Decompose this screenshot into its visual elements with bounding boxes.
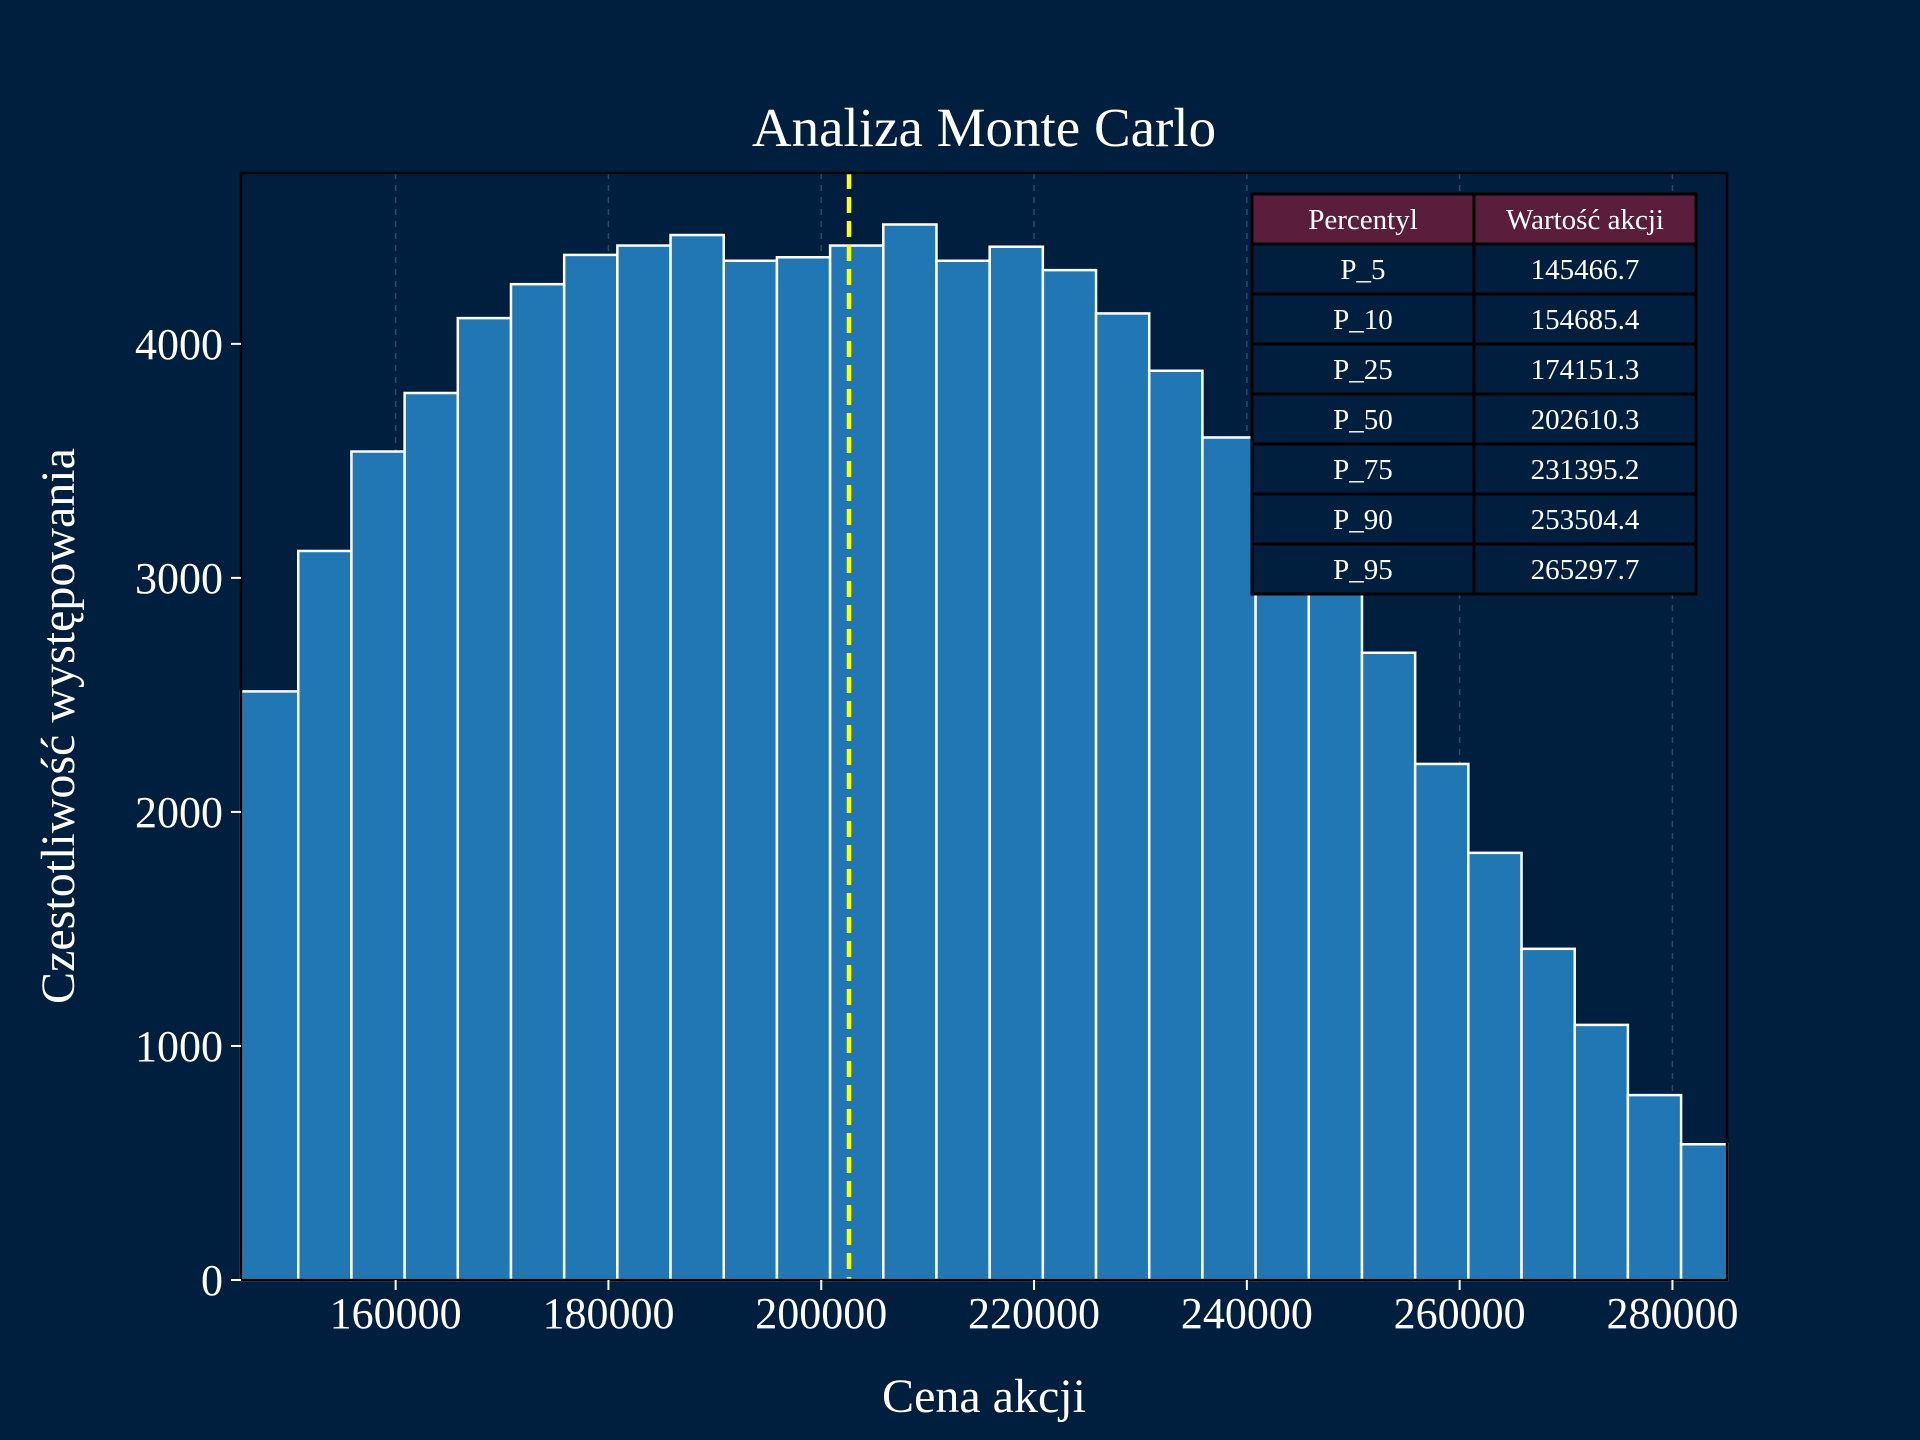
y-tick-label: 0 xyxy=(201,1256,223,1305)
table-cell-text: 231395.2 xyxy=(1531,454,1640,486)
histogram-bar xyxy=(1147,369,1204,1282)
y-tick-label: 3000 xyxy=(135,554,223,603)
table-cell xyxy=(1472,292,1698,346)
x-tick-label: 280000 xyxy=(1606,1289,1738,1338)
x-tick-label: 180000 xyxy=(542,1289,674,1338)
x-tick-label: 160000 xyxy=(330,1289,462,1338)
histogram-bar xyxy=(509,282,566,1282)
table-cell xyxy=(1472,342,1698,396)
table-cell xyxy=(1250,242,1476,296)
histogram-bar xyxy=(1094,312,1151,1282)
x-tick-label: 220000 xyxy=(968,1289,1100,1338)
histogram-bar xyxy=(616,244,672,1282)
histogram-bar xyxy=(1679,1143,1729,1282)
table-cell-text: P_90 xyxy=(1333,504,1393,536)
table-cell-text: P_95 xyxy=(1333,554,1393,586)
x-axis-label: Cena akcji xyxy=(882,1370,1086,1423)
table-cell xyxy=(1250,392,1476,446)
table-cell-text: P_50 xyxy=(1333,404,1393,436)
histogram-bar xyxy=(296,549,353,1282)
table-header-text: Wartość akcji xyxy=(1506,204,1664,236)
table-cell-text: P_75 xyxy=(1333,454,1393,486)
histogram-bar xyxy=(1307,573,1364,1282)
histogram-bar xyxy=(935,259,991,1282)
histogram-bar xyxy=(1041,268,1098,1282)
histogram-bar xyxy=(722,259,779,1282)
table-cell-text: 154685.4 xyxy=(1531,304,1640,336)
histogram-bar xyxy=(669,233,725,1282)
histogram-bar xyxy=(403,391,460,1282)
y-tick-label: 2000 xyxy=(135,788,223,837)
table-cell xyxy=(1472,442,1698,496)
histogram-bar xyxy=(828,244,885,1282)
histogram-bar xyxy=(988,245,1045,1282)
chart-title: Analiza Monte Carlo xyxy=(752,97,1216,158)
y-tick-label: 4000 xyxy=(135,320,223,369)
histogram-bar xyxy=(1201,436,1257,1282)
table-cell-text: 202610.3 xyxy=(1531,404,1640,436)
x-tick-label: 200000 xyxy=(755,1289,887,1338)
table-cell-text: P_5 xyxy=(1340,254,1385,286)
histogram-bar xyxy=(775,256,832,1282)
table-cell xyxy=(1250,542,1476,596)
histogram-bar xyxy=(1626,1093,1683,1282)
histogram-bar xyxy=(1360,651,1417,1282)
table-cell-text: P_25 xyxy=(1333,354,1393,386)
table-cell-text: 265297.7 xyxy=(1531,554,1640,586)
x-axis-ticks: 160000 180000 200000 220000 240000 260000 2800… xyxy=(330,1280,1738,1338)
plot-frame xyxy=(239,171,1729,1282)
histogram-bar xyxy=(562,253,619,1282)
histogram-bars xyxy=(239,223,1729,1282)
table-cell xyxy=(1472,242,1698,296)
percentile-table: Percentyl Wartość akcji P_5 145466.7 P_10 154… xyxy=(1250,192,1698,596)
histogram-bar xyxy=(1254,478,1311,1282)
x-tick-label: 240000 xyxy=(1181,1289,1313,1338)
x-tick-label: 260000 xyxy=(1394,1289,1526,1338)
y-tick-label: 1000 xyxy=(135,1022,223,1071)
histogram-bar xyxy=(1573,1023,1630,1282)
table-cell-text: 174151.3 xyxy=(1531,354,1640,386)
histogram-bar xyxy=(456,316,513,1282)
table-cell xyxy=(1472,542,1698,596)
y-axis-ticks: 0 1000 2000 3000 4000 xyxy=(135,320,241,1305)
y-axis-label: Czestotliwość występowania xyxy=(32,448,85,1004)
table-header-text: Percentyl xyxy=(1308,204,1418,236)
histogram-bar xyxy=(1413,762,1470,1282)
histogram-bar xyxy=(882,223,938,1282)
histogram-bar xyxy=(1467,851,1523,1282)
histogram-bar xyxy=(239,690,300,1282)
table-cell-text: P_10 xyxy=(1333,304,1393,336)
histogram-bar xyxy=(350,450,406,1282)
table-cell-text: 253504.4 xyxy=(1531,504,1640,536)
table-cell xyxy=(1472,492,1698,546)
table-cell xyxy=(1250,342,1476,396)
table-cell-text: 145466.7 xyxy=(1531,254,1640,286)
histogram-bar xyxy=(1520,947,1576,1282)
